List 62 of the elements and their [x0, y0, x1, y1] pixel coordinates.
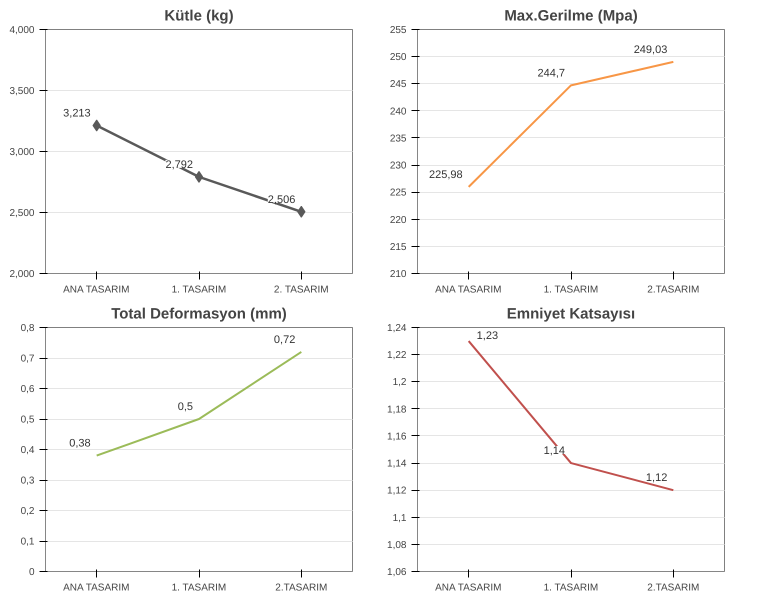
- x-tick-label: 2.TASARIM: [647, 284, 700, 296]
- y-tick-label: 240: [390, 106, 407, 118]
- y-tick-label: 1,06: [387, 567, 407, 578]
- x-tick-label: ANA TASARIM: [435, 284, 502, 296]
- y-tick-label: 0,5: [20, 414, 35, 426]
- text: 225,98: [429, 168, 463, 181]
- y-tick-label: 255: [390, 25, 407, 36]
- y-tick-label: 230: [390, 160, 407, 172]
- text: 249,03: [634, 44, 668, 56]
- text: 1,12: [646, 472, 668, 484]
- chart-title: Max.Gerilme (Mpa): [504, 8, 638, 24]
- y-tick-label: 2,500: [9, 208, 35, 219]
- x-tick-label: 2.TASARIM: [275, 582, 328, 594]
- chart-title: Emniyet Katsayısı: [506, 306, 636, 322]
- y-tick-label: 0,4: [20, 445, 35, 456]
- x-tick-label: 2.TASARIM: [647, 582, 700, 594]
- x-tick-label: 1. TASARIM: [172, 582, 226, 594]
- chart-title: Kütle (kg): [164, 8, 234, 24]
- x-tick-label: ANA TASARIM: [435, 582, 502, 594]
- text: 0,38: [69, 438, 91, 450]
- text: 1,14: [544, 445, 566, 458]
- y-tick-label: 3,500: [9, 86, 35, 97]
- x-tick-label: 1. TASARIM: [172, 284, 226, 296]
- y-tick-label: 3,000: [9, 147, 35, 158]
- y-tick-label: 235: [390, 133, 407, 144]
- y-tick-label: 0,1: [20, 536, 35, 548]
- text: 2,792: [165, 158, 194, 171]
- chart-title: Total Deformasyon (mm): [111, 306, 287, 322]
- x-tick-label: 2. TASARIM: [274, 284, 329, 296]
- y-tick-label: 0,3: [20, 476, 35, 486]
- y-tick-label: 250: [390, 52, 407, 64]
- y-tick-label: 1,2: [392, 377, 407, 388]
- y-tick-label: 0,6: [20, 384, 35, 395]
- y-tick-label: 1,22: [387, 350, 407, 362]
- x-tick-label: 1. TASARIM: [544, 582, 598, 594]
- x-tick-label: ANA TASARIM: [63, 284, 130, 296]
- y-tick-label: 1,16: [387, 431, 407, 442]
- text: 0,5: [178, 401, 194, 413]
- y-tick-label: 2,000: [9, 269, 35, 280]
- text: 1,23: [476, 330, 498, 342]
- y-tick-label: 1,24: [387, 323, 407, 334]
- y-tick-label: 0,8: [20, 323, 35, 334]
- text: 244,7: [537, 67, 566, 80]
- y-tick-label: 1,18: [387, 404, 407, 416]
- y-tick-label: 1,08: [387, 540, 407, 551]
- y-tick-label: 1,1: [392, 512, 407, 524]
- y-tick-label: 1,14: [387, 458, 407, 470]
- y-tick-label: 225: [390, 188, 407, 199]
- y-tick-label: 210: [390, 269, 407, 280]
- y-tick-label: 0: [28, 567, 35, 578]
- y-tick-label: 0,2: [20, 506, 35, 517]
- text: 0,72: [274, 334, 296, 346]
- x-tick-label: ANA TASARIM: [63, 582, 130, 594]
- y-tick-label: 215: [390, 242, 407, 253]
- x-tick-label: 1. TASARIM: [544, 284, 598, 296]
- text: 3,213: [63, 108, 91, 120]
- y-tick-label: 245: [390, 79, 407, 90]
- y-tick-label: 220: [390, 214, 407, 226]
- y-tick-label: 4,000: [9, 25, 35, 36]
- y-tick-label: 0,7: [20, 354, 35, 364]
- y-tick-label: 1,12: [387, 486, 407, 497]
- text: 2,506: [268, 194, 296, 206]
